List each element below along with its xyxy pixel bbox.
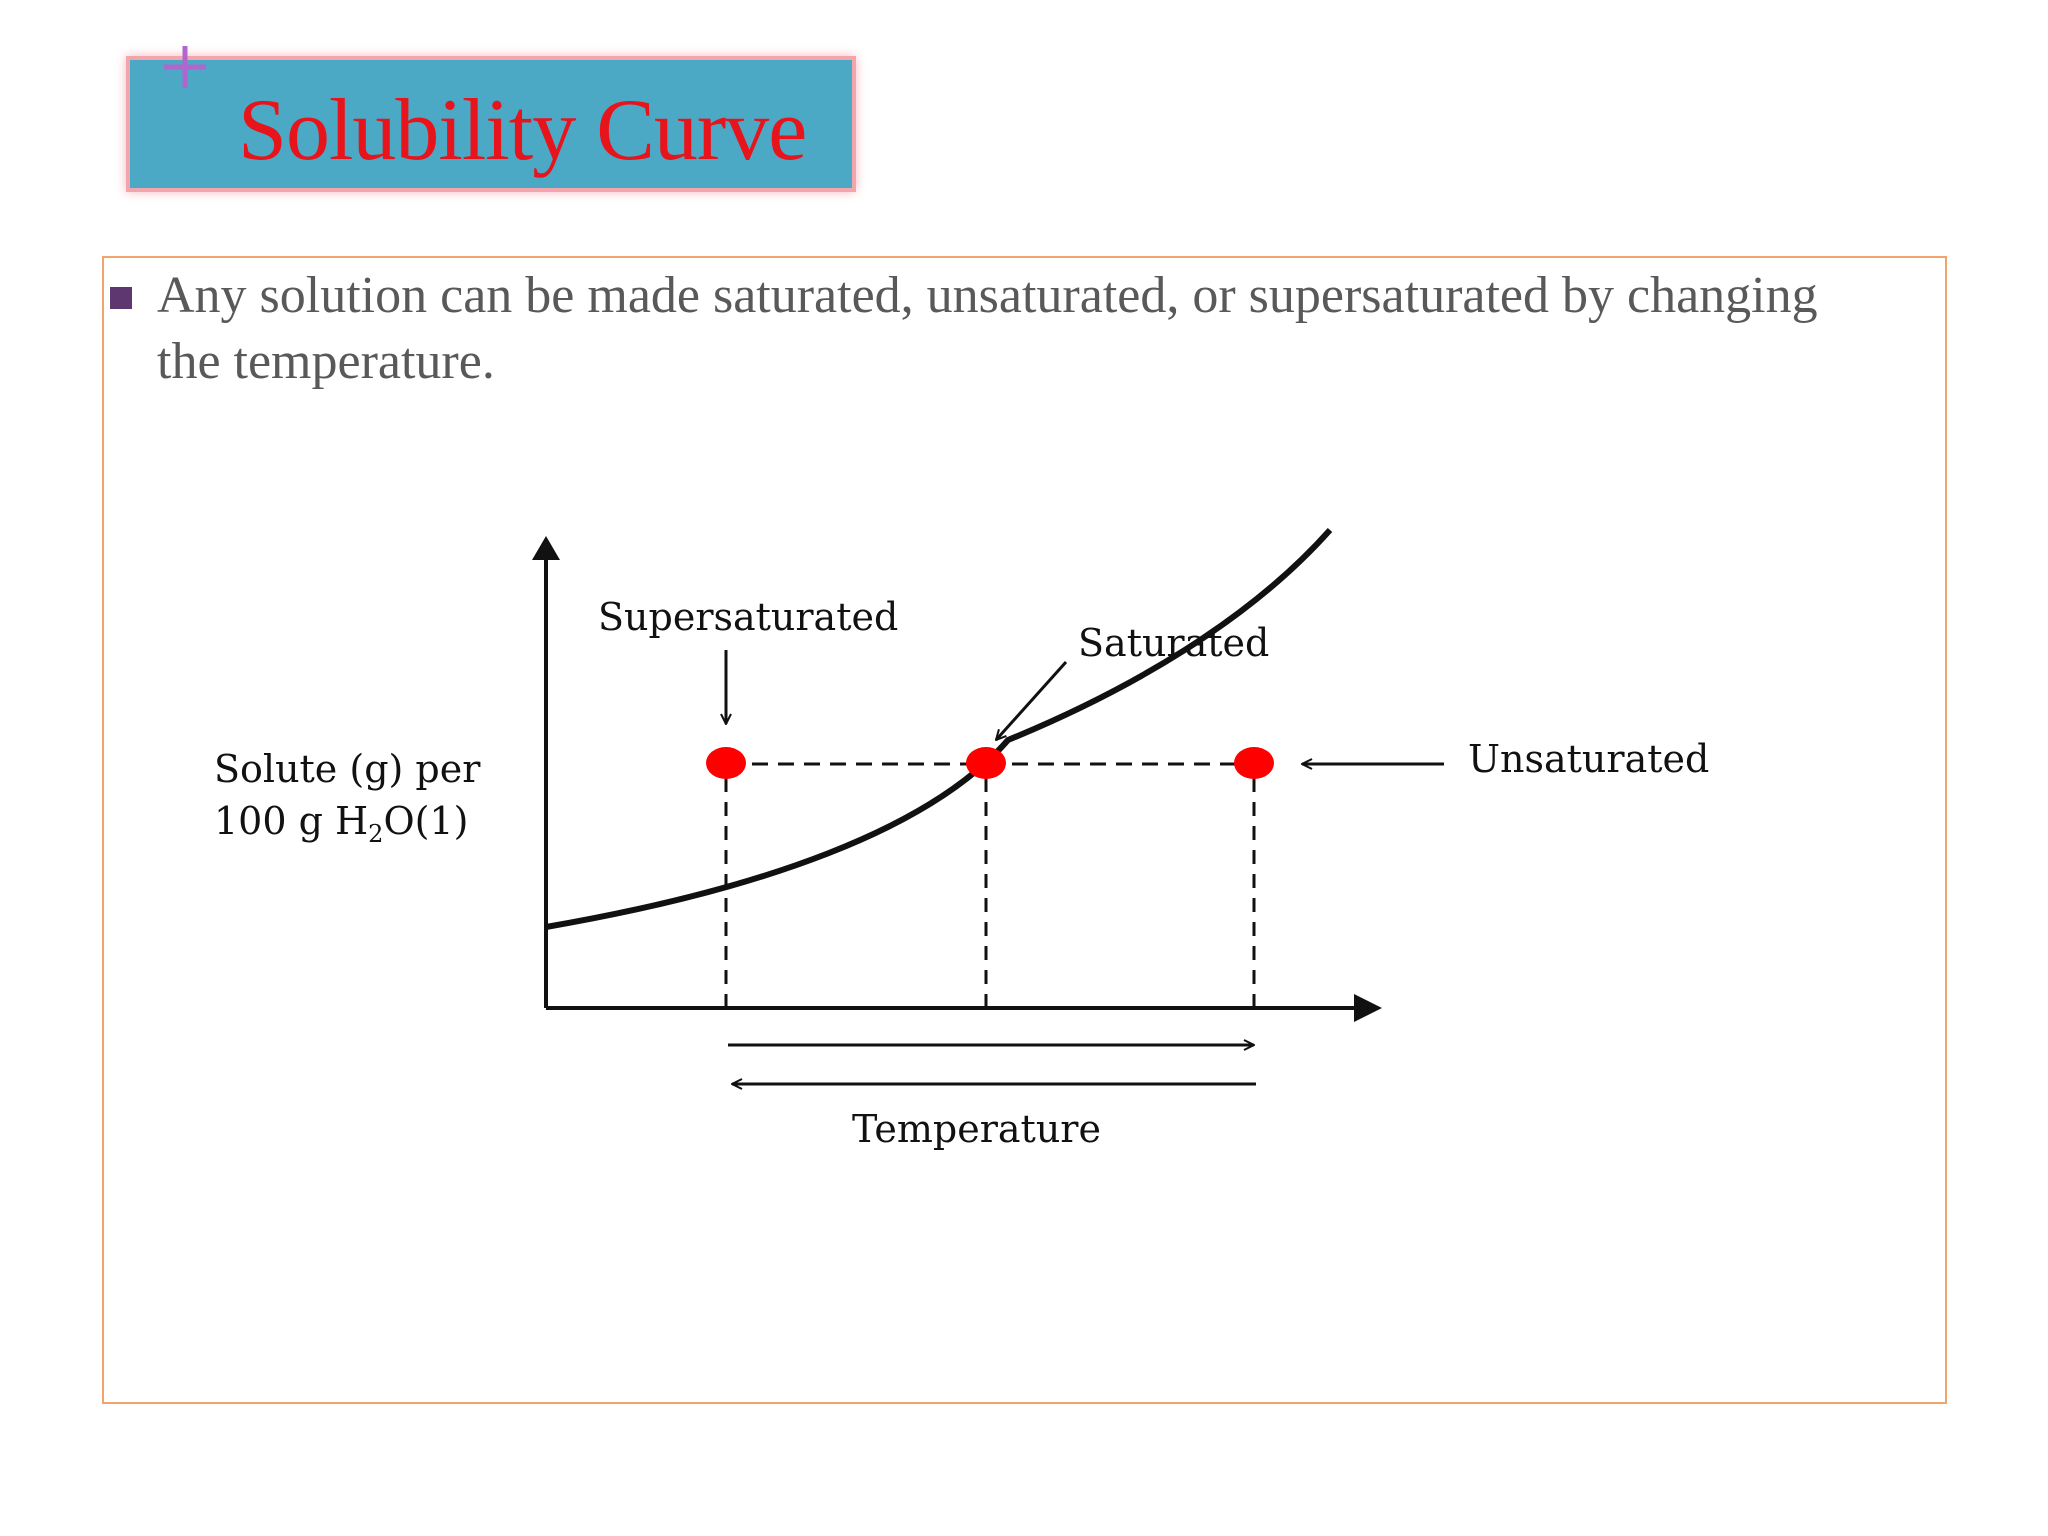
saturated-label: Saturated — [1078, 621, 1269, 665]
y-axis-label-line2: 100 g H2O(1) — [214, 799, 468, 848]
bullet-text: Any solution can be made saturated, unsa… — [157, 267, 1818, 390]
supersaturated-label: Supersaturated — [598, 595, 898, 639]
title-banner — [126, 56, 856, 192]
unsaturated-point — [1234, 747, 1274, 779]
slide-title: Solubility Curve — [238, 82, 807, 179]
x-axis-arrowhead — [1354, 994, 1382, 1022]
saturated-point — [966, 747, 1006, 779]
supersaturated-point — [706, 747, 746, 779]
content-frame — [102, 256, 1947, 1404]
y-axis-label-line1: Solute (g) per — [214, 747, 481, 791]
square-bullet-icon — [110, 287, 132, 309]
solubility-curve — [545, 528, 1333, 930]
x-axis-label: Temperature — [852, 1107, 1101, 1151]
unsaturated-label: Unsaturated — [1468, 737, 1709, 781]
plus-icon — [164, 46, 206, 88]
saturated-arrow — [996, 660, 1068, 740]
y-axis-arrowhead — [532, 536, 560, 560]
